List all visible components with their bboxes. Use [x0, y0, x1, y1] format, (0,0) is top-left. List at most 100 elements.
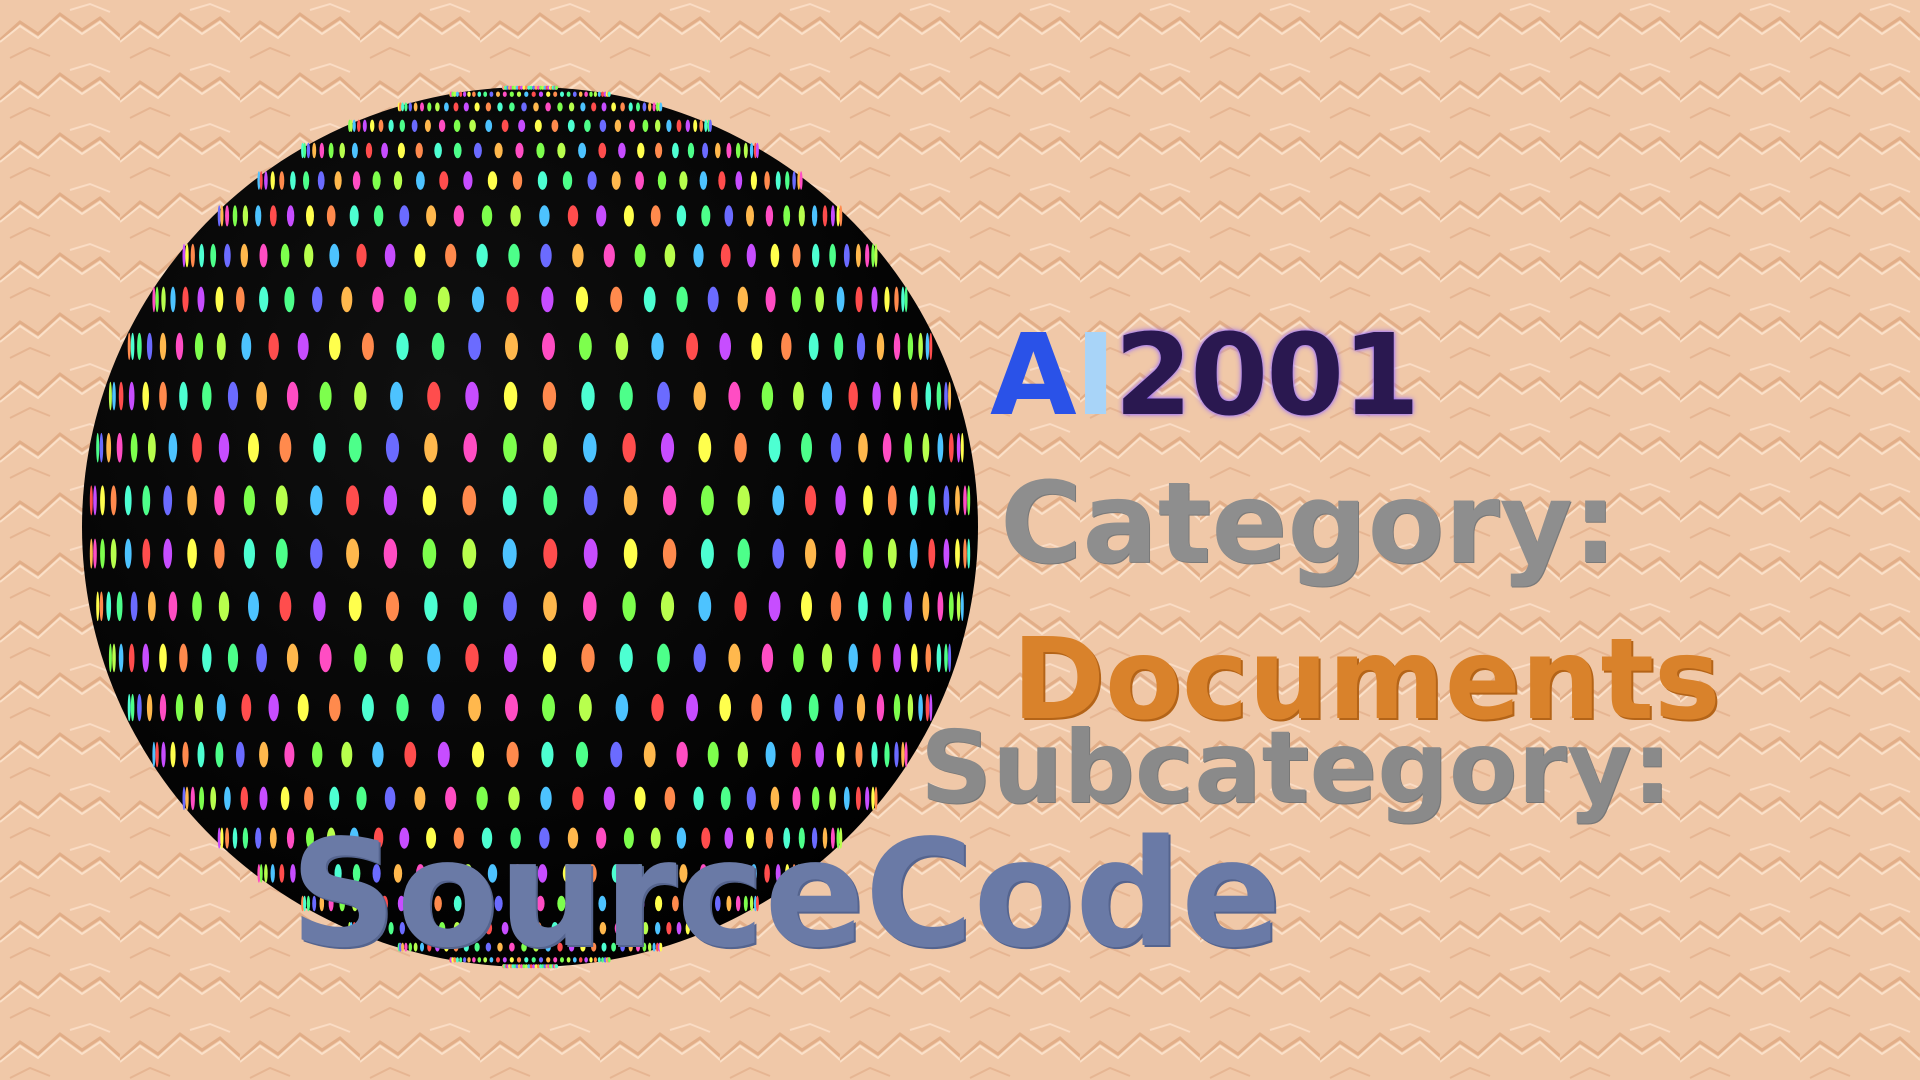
sphere-dot: [503, 381, 518, 411]
sphere-dot: [168, 591, 178, 622]
sphere-dot: [909, 485, 918, 516]
sphere-dot: [190, 786, 195, 811]
sphere-dot: [370, 922, 375, 935]
sphere-dot: [501, 922, 509, 935]
sphere-dot: [743, 142, 748, 159]
sphere-dot: [393, 864, 403, 883]
sphere-dot: [651, 332, 664, 361]
sphere-dot: [187, 485, 197, 516]
sphere-dot: [396, 693, 409, 722]
sphere-dot: [467, 957, 471, 963]
sphere-dot: [349, 205, 359, 227]
sphere-dot: [524, 91, 529, 97]
sphere-dot: [812, 243, 820, 268]
sphere-dot: [533, 102, 539, 112]
sphere-dot: [737, 485, 750, 516]
sphere-dot: [718, 864, 726, 883]
sphere-dot: [137, 693, 142, 722]
sphere-dot: [116, 591, 123, 622]
sphere-dot: [506, 286, 519, 313]
sphere-dot: [217, 205, 221, 227]
sphere-dot: [911, 381, 918, 411]
sphere-dot: [312, 286, 323, 313]
sphere-dot: [578, 895, 587, 912]
sphere-dot: [225, 827, 230, 849]
sphere-dot: [435, 102, 440, 112]
sphere-dot: [542, 332, 555, 361]
sphere-dot: [297, 332, 309, 361]
sphere-dot: [775, 864, 781, 883]
sphere-dot: [390, 643, 403, 673]
sphere-dot: [655, 922, 661, 935]
sphere-dot: [312, 895, 317, 912]
sphere-dot: [398, 102, 402, 112]
sphere-dot: [726, 895, 732, 912]
sphere-dot: [615, 693, 629, 722]
sphere-dot: [142, 538, 151, 569]
sphere-dot: [699, 922, 703, 935]
sphere-dot: [871, 286, 878, 313]
sphere-dot: [313, 432, 326, 463]
sphere-dot: [578, 142, 587, 159]
sphere-dot: [290, 864, 296, 883]
sphere-dot: [159, 643, 167, 673]
sphere-dot: [182, 286, 189, 313]
sphere-dot: [243, 538, 255, 569]
sphere-dot: [468, 332, 481, 361]
sphere-dot: [749, 895, 754, 912]
sphere-dot: [791, 286, 801, 313]
sphere-dot: [232, 827, 238, 849]
sphere-dot: [256, 381, 267, 411]
sphere-dot: [955, 485, 960, 516]
sphere-dot: [553, 91, 558, 97]
sphere-dot: [388, 119, 394, 132]
sphere-dot: [431, 332, 445, 361]
sphere-dot: [329, 332, 341, 361]
sphere-dot: [874, 786, 878, 811]
sphere-dot: [557, 942, 563, 952]
sphere-dot: [835, 538, 846, 569]
sphere-dot: [593, 957, 598, 963]
sphere-dot: [858, 591, 868, 622]
sphere-dot: [465, 381, 479, 411]
sphere-dot: [390, 381, 403, 411]
sphere-dot: [279, 591, 292, 622]
sphere-dot: [843, 243, 850, 268]
sphere-dot: [761, 643, 774, 673]
sphere-dot: [948, 643, 952, 673]
sphere-dot: [534, 85, 538, 90]
sphere-dot: [349, 922, 353, 935]
sphere-dot: [642, 922, 649, 935]
sphere-dot: [700, 538, 714, 569]
sphere-dot: [118, 381, 124, 411]
sphere-dot: [693, 786, 704, 811]
sphere-dot: [894, 286, 899, 313]
sphere-dot: [329, 786, 340, 811]
sphere-dot: [598, 142, 607, 159]
sphere-dot: [836, 205, 840, 227]
sphere-dot: [182, 741, 189, 768]
sphere-dot: [93, 485, 97, 516]
sphere-dot: [462, 485, 477, 516]
sphere-dot: [871, 741, 878, 768]
sphere-dot: [737, 741, 748, 768]
sphere-dot: [268, 693, 279, 722]
sphere-dot: [487, 171, 498, 190]
sphere-dot: [393, 171, 403, 190]
sphere-dot: [453, 102, 459, 112]
sphere-dot: [489, 91, 494, 97]
sphere-dot: [676, 741, 688, 768]
sphere-dot: [439, 171, 449, 190]
sphere-dot: [871, 243, 875, 268]
sphere-dot: [652, 942, 656, 952]
sphere-dot: [326, 827, 336, 849]
sphere-dot: [839, 205, 843, 227]
sphere-dot: [100, 538, 105, 569]
sphere-dot: [596, 827, 607, 849]
sphere-dot: [785, 864, 790, 883]
sphere-dot: [313, 591, 326, 622]
sphere-dot: [256, 643, 267, 673]
sphere-dot: [603, 786, 615, 811]
sphere-dot: [398, 942, 402, 952]
sphere-dot: [728, 381, 741, 411]
